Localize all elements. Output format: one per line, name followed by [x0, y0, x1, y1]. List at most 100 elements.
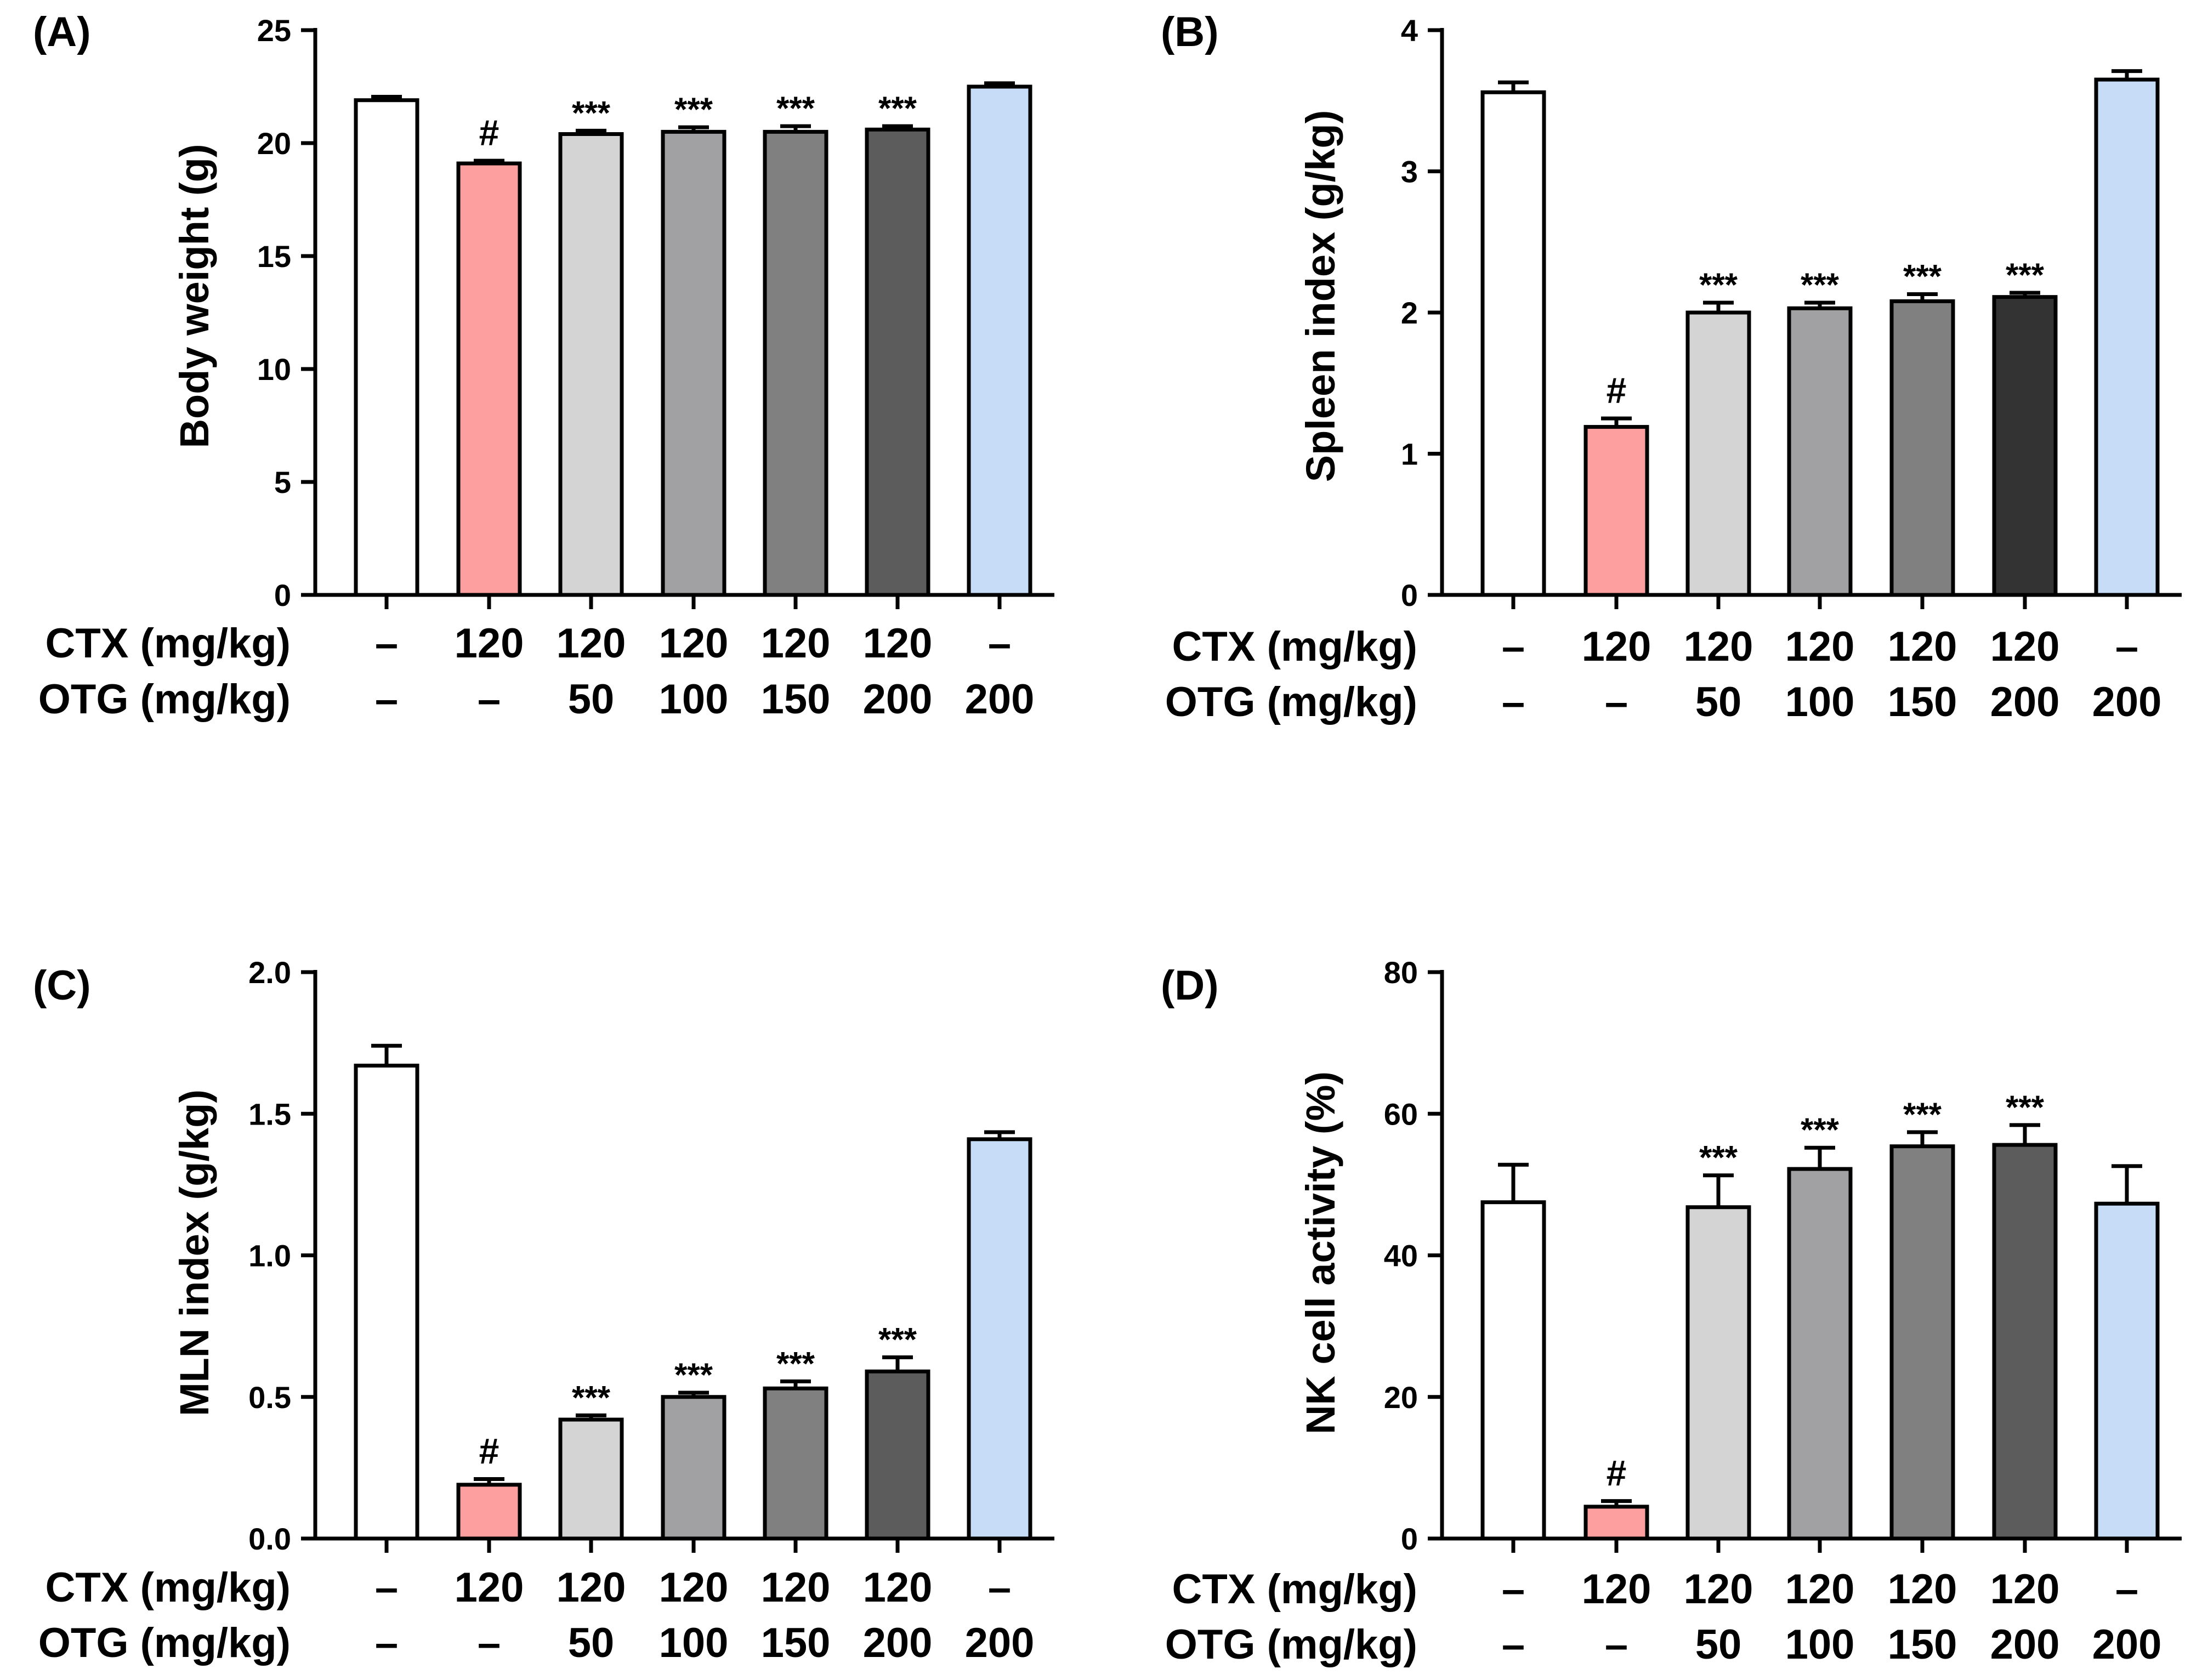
otg-row-label: OTG (mg/kg): [1165, 1621, 1417, 1668]
ctx-value: –: [988, 620, 1011, 667]
y-tick-label: 0.5: [248, 1380, 291, 1415]
ctx-value: 120: [1785, 623, 1855, 670]
otg-value: –: [1502, 679, 1525, 725]
bar: [456, 1483, 522, 1541]
panel-a: (A) Body weight (g) 0 5 10 15 20 25 CTX …: [33, 9, 1054, 723]
otg-value: 50: [568, 1620, 615, 1666]
significance-mark: #: [479, 1431, 500, 1472]
significance-mark: ***: [2006, 257, 2045, 293]
significance-mark: ***: [2006, 1089, 2045, 1126]
ctx-value: 120: [761, 1564, 831, 1611]
ctx-row-label: CTX (mg/kg): [1172, 1566, 1417, 1613]
bar: [1889, 299, 1955, 597]
otg-value: 100: [1785, 1621, 1855, 1668]
significance-mark: #: [1607, 1453, 1627, 1494]
ctx-value: 120: [455, 620, 524, 667]
ctx-row-label: CTX (mg/kg): [45, 620, 291, 667]
bar: [2094, 77, 2160, 597]
panel-label: (A): [33, 9, 91, 55]
ctx-value: 120: [1684, 1566, 1753, 1613]
y-tick-labels: 0 1 2 3 4: [1401, 13, 1418, 612]
y-tick-label: 2: [1401, 296, 1418, 330]
y-tick-label: 10: [257, 352, 291, 387]
plot-area: [1428, 28, 2182, 609]
bar: [661, 129, 726, 597]
otg-values: – – 50 100 150 200 200: [375, 676, 1035, 723]
ctx-value: –: [1502, 623, 1525, 670]
plot-area: [301, 970, 1054, 1553]
otg-row-label: OTG (mg/kg): [38, 1620, 291, 1666]
otg-value: 150: [1888, 679, 1957, 725]
significance-mark: #: [479, 112, 500, 153]
bar: [763, 129, 828, 597]
otg-value: 100: [659, 1620, 729, 1666]
bar: [1685, 310, 1751, 597]
y-tick-labels: 0 5 10 15 20 25: [257, 13, 291, 612]
ctx-value: 120: [557, 620, 626, 667]
bar: [1889, 1144, 1955, 1541]
y-tick-label: 0: [1401, 1522, 1418, 1556]
bar: [2094, 1201, 2160, 1541]
ctx-value: –: [375, 1564, 398, 1611]
otg-value: 200: [863, 676, 933, 723]
significance-mark: ***: [1699, 266, 1738, 303]
significance-mark: ***: [572, 1379, 611, 1416]
otg-value: 50: [1695, 679, 1742, 725]
y-tick-label: 2.0: [248, 955, 291, 990]
ctx-value: –: [375, 620, 398, 667]
otg-value: 200: [2092, 679, 2162, 725]
otg-value: –: [1605, 1621, 1628, 1668]
significance-marks: # *** *** *** ***: [479, 1321, 917, 1471]
otg-value: 50: [1695, 1621, 1742, 1668]
y-tick-label: 20: [1384, 1380, 1418, 1415]
bar: [558, 132, 624, 597]
y-axis-label: Body weight (g): [172, 144, 217, 449]
y-axis-label: MLN index (g/kg): [172, 1089, 217, 1416]
y-axis-label: Spleen index (g/kg): [1298, 110, 1343, 482]
ctx-value: 120: [1888, 623, 1957, 670]
y-tick-label: 0: [274, 578, 291, 612]
ctx-values: – 120 120 120 120 120 –: [375, 1564, 1011, 1611]
bar: [1480, 90, 1546, 597]
ctx-value: 120: [863, 1564, 933, 1611]
y-tick-label: 20: [257, 126, 291, 161]
otg-value: 150: [761, 1620, 831, 1666]
y-tick-label: 0.0: [248, 1522, 291, 1556]
significance-mark: ***: [878, 90, 917, 127]
panel-d: (D) NK cell activity (%) 0 20 40 60 80 C…: [1161, 955, 2182, 1668]
plot-area: [301, 28, 1054, 609]
ctx-value: 120: [1990, 623, 2060, 670]
ctx-value: 120: [659, 620, 729, 667]
y-axis-label: NK cell activity (%): [1298, 1071, 1343, 1434]
otg-value: 150: [1888, 1621, 1957, 1668]
significance-marks: # *** *** *** ***: [479, 90, 917, 153]
y-tick-labels: 0.0 0.5 1.0 1.5 2.0: [248, 955, 291, 1556]
ctx-row-label: CTX (mg/kg): [1172, 623, 1417, 670]
significance-mark: ***: [878, 1321, 917, 1358]
y-tick-label: 3: [1401, 155, 1418, 189]
bar: [558, 1417, 624, 1541]
bar: [1583, 425, 1649, 597]
ctx-value: –: [2115, 1566, 2138, 1613]
panel-label: (C): [33, 962, 91, 1009]
y-tick-label: 4: [1401, 13, 1418, 48]
ctx-values: – 120 120 120 120 120 –: [1502, 623, 2138, 670]
otg-value: 200: [965, 1620, 1035, 1666]
otg-values: – – 50 100 150 200 200: [375, 1620, 1035, 1666]
significance-marks: # *** *** *** ***: [1607, 1089, 2045, 1494]
significance-mark: ***: [674, 1357, 713, 1393]
bar: [763, 1386, 828, 1541]
ctx-value: 120: [1684, 623, 1753, 670]
y-tick-label: 60: [1384, 1097, 1418, 1131]
bar: [1685, 1205, 1751, 1541]
ctx-values: – 120 120 120 120 120 –: [1502, 1566, 2138, 1613]
y-tick-label: 1: [1401, 437, 1418, 472]
bar: [1480, 1200, 1546, 1541]
otg-value: 50: [568, 676, 615, 723]
bar: [661, 1395, 726, 1541]
significance-mark: ***: [1699, 1139, 1738, 1176]
panel-label: (B): [1161, 9, 1219, 55]
otg-value: –: [1605, 679, 1628, 725]
otg-value: –: [375, 1620, 398, 1666]
